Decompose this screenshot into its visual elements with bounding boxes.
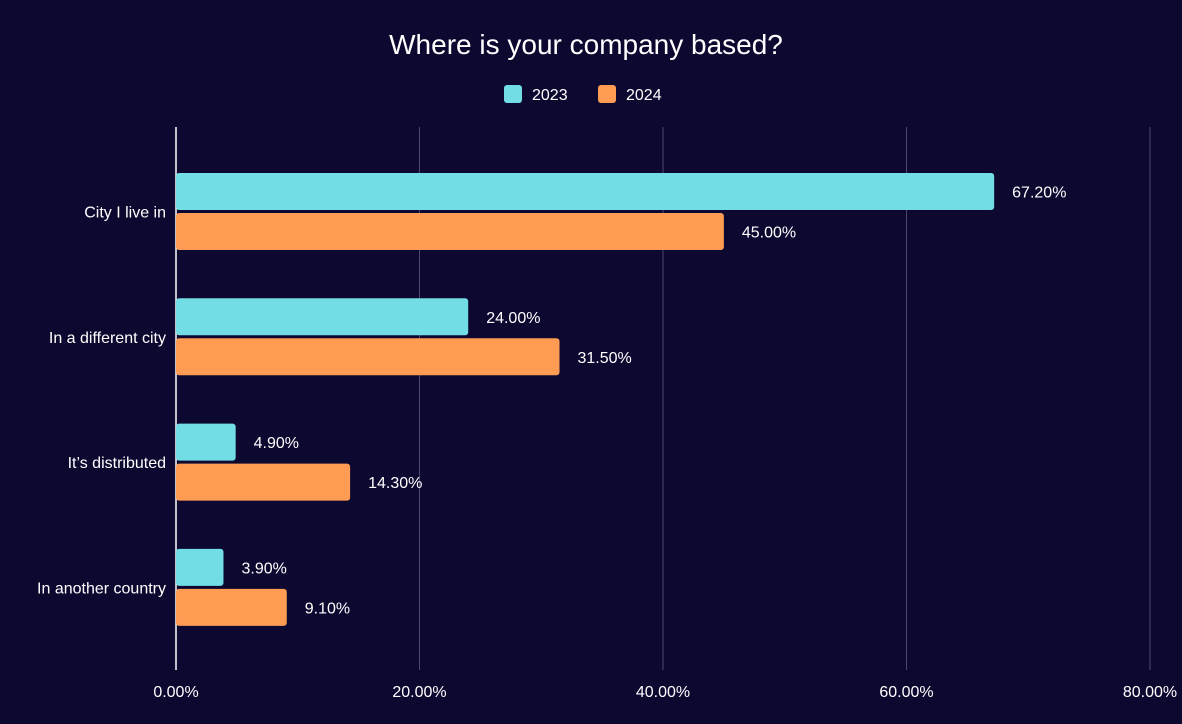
bar-2023-1 [176,298,469,336]
bar-value-labels: 67.20% 45.00% 24.00% 31.50% 4.90% 14.30% 3.90%… [241,185,1066,618]
bar-label-2023-2: 4.90% [254,435,299,452]
category-label-3: In another country [37,580,166,597]
bar-label-2024-3: 9.10% [305,600,350,617]
x-tick-label-0: 0.00% [153,684,198,701]
x-tick-label-2: 40.00% [636,684,690,701]
bar-2024-1 [176,338,560,376]
bar-2024-3 [176,588,287,626]
category-label-2: It’s distributed [68,455,166,472]
legend: 2023 2024 [504,85,662,104]
chart-title: Where is your company based? [389,29,783,60]
legend-swatch-2024 [598,85,616,103]
x-tick-label-3: 60.00% [879,684,933,701]
bar-2024-2 [176,463,351,501]
bar-label-2024-0: 45.00% [742,225,796,242]
bar-label-2024-2: 14.30% [368,475,422,492]
bar-label-2024-1: 31.50% [578,350,632,367]
bars [176,173,995,626]
category-labels: City I live in In a different city It’s di… [37,205,166,598]
x-axis-tick-labels: 0.00% 20.00% 40.00% 60.00% 80.00% [153,684,1177,701]
legend-swatch-2023 [504,85,522,103]
bar-2023-3 [176,548,224,586]
bar-2023-2 [176,423,236,461]
bar-2023-0 [176,173,995,210]
category-label-1: In a different city [49,330,166,347]
legend-label-2023: 2023 [532,87,568,104]
category-label-0: City I live in [84,205,166,222]
legend-label-2024: 2024 [626,87,662,104]
bar-label-2023-1: 24.00% [486,310,540,327]
x-tick-label-4: 80.00% [1123,684,1177,701]
x-tick-label-1: 20.00% [392,684,446,701]
bar-label-2023-0: 67.20% [1012,185,1066,202]
bar-label-2023-3: 3.90% [241,560,286,577]
bar-2024-0 [176,213,724,250]
